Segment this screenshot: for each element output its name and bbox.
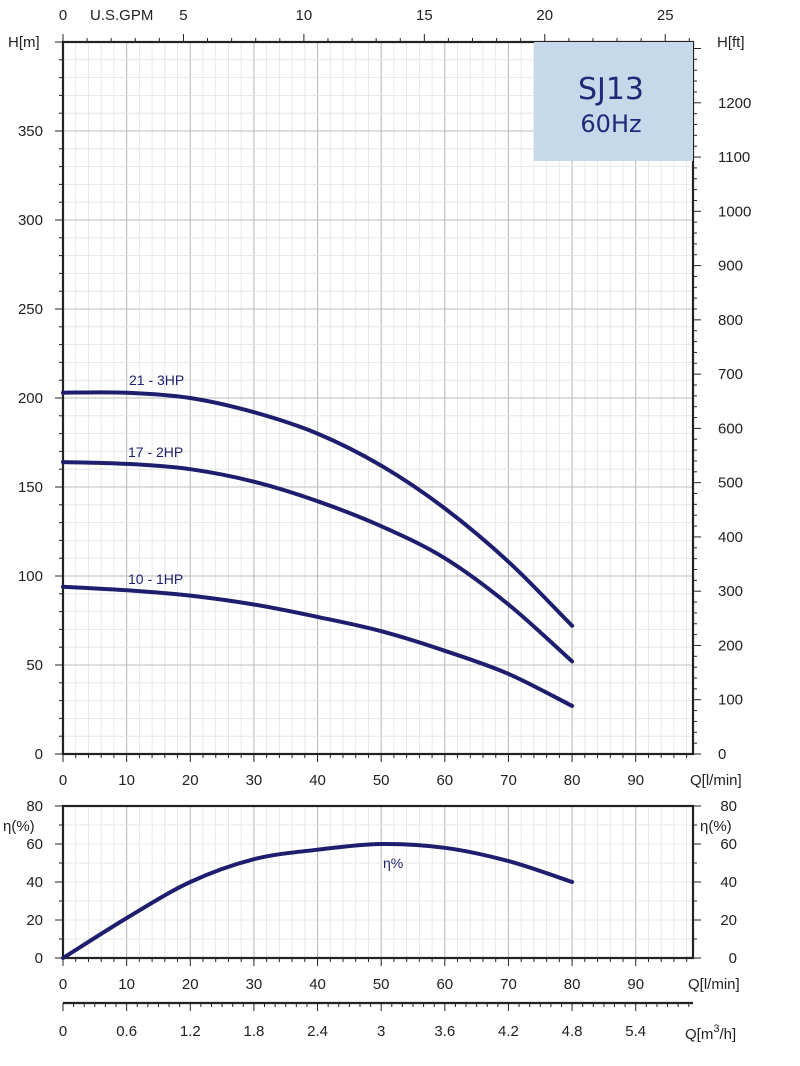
m3h-tick-label: 4.8 <box>562 1023 583 1040</box>
x-tick-label: 20 <box>182 772 199 789</box>
y-tick-label: 200 <box>18 390 43 407</box>
eff-x-tick-label: 80 <box>564 976 581 993</box>
y2-tick-label: 400 <box>718 529 743 546</box>
y2-tick-label: 300 <box>718 583 743 600</box>
y2-tick-label: 1100 <box>718 149 750 166</box>
y2-tick-label: 800 <box>718 312 743 329</box>
eff-x-tick-label: 30 <box>246 976 263 993</box>
x-axis-label: Q[l/min] <box>690 772 742 789</box>
y2-tick-label: 500 <box>718 475 743 492</box>
y2-tick-label: 0 <box>718 746 726 763</box>
gpm-tick-label: 0 <box>59 7 67 24</box>
gpm-tick-label: 15 <box>416 7 433 24</box>
eff-y2-tick-label: 40 <box>720 874 737 891</box>
m3h-tick-label: 2.4 <box>307 1023 328 1040</box>
x-tick-label: 70 <box>500 772 517 789</box>
y-tick-label: 50 <box>26 657 43 674</box>
y-tick-label: 300 <box>18 212 43 229</box>
eff-x-axis-label: Q[l/min] <box>688 976 740 993</box>
eff-y-tick-label: 80 <box>26 798 43 815</box>
m3h-axis-label: Q[m3/h] <box>685 1023 736 1043</box>
model-title-box <box>534 42 693 161</box>
x-tick-label: 40 <box>309 772 326 789</box>
x-tick-label: 0 <box>59 772 67 789</box>
eff-y2-tick-label: 80 <box>720 798 737 815</box>
eff-x-tick-label: 90 <box>627 976 644 993</box>
head-curve-3 <box>61 584 575 708</box>
y2-tick-label: 100 <box>718 692 743 709</box>
eff-x-tick-label: 50 <box>373 976 390 993</box>
y2-tick-label: 600 <box>718 420 743 437</box>
eff-x-tick-label: 40 <box>309 976 326 993</box>
eff-y-tick-label: 20 <box>26 912 43 929</box>
y-axis-label: H[m] <box>8 34 40 51</box>
m3h-tick-label: 1.8 <box>243 1023 264 1040</box>
gpm-tick-label: 10 <box>296 7 313 24</box>
y-tick-label: 100 <box>18 568 43 585</box>
y2-tick-label: 700 <box>718 366 743 383</box>
m3h-axis-label-tail: /h] <box>719 1026 736 1043</box>
y-tick-label: 350 <box>18 123 43 140</box>
efficiency-curve-label: η% <box>383 855 403 871</box>
gpm-tick-label: 20 <box>536 7 553 24</box>
y2-axis-label: H[ft] <box>717 34 745 51</box>
m3h-axis-label-main: Q[m <box>685 1026 713 1043</box>
x-tick-label: 10 <box>118 772 135 789</box>
eff-x-tick-label: 60 <box>436 976 453 993</box>
m3h-tick-label: 3.6 <box>434 1023 455 1040</box>
y2-tick-label: 900 <box>718 258 743 275</box>
head-curve-1 <box>61 390 575 628</box>
eff-y-axis-label: η(%) <box>3 818 35 835</box>
eff-y2-tick-label: 60 <box>720 836 737 853</box>
m3h-tick-label: 3 <box>377 1023 385 1040</box>
x-tick-label: 90 <box>627 772 644 789</box>
y2-tick-label: 1000 <box>718 203 751 220</box>
eff-y2-tick-label: 0 <box>729 950 737 967</box>
efficiency-curve <box>61 841 575 960</box>
frequency-label: 60Hz <box>580 110 641 138</box>
x-tick-label: 50 <box>373 772 390 789</box>
eff-y-tick-label: 0 <box>35 950 43 967</box>
eff-y-tick-label: 40 <box>26 874 43 891</box>
gpm-tick-label: 25 <box>657 7 674 24</box>
x-tick-label: 80 <box>564 772 581 789</box>
eff-y2-tick-label: 20 <box>720 912 737 929</box>
m3h-tick-label: 1.2 <box>180 1023 201 1040</box>
eff-x-tick-label: 0 <box>59 976 67 993</box>
y2-tick-label: 200 <box>718 637 743 654</box>
eff-y-tick-label: 60 <box>26 836 43 853</box>
m3h-tick-label: 0.6 <box>116 1023 137 1040</box>
m3h-tick-label: 0 <box>59 1023 67 1040</box>
y-tick-label: 150 <box>18 479 43 496</box>
eff-x-tick-label: 70 <box>500 976 517 993</box>
eff-x-tick-label: 10 <box>118 976 135 993</box>
eff-y2-axis-label: η(%) <box>700 818 732 835</box>
curve-label: 21 - 3HP <box>129 372 184 388</box>
model-title: SJ13 <box>578 72 644 107</box>
m3h-tick-label: 5.4 <box>625 1023 646 1040</box>
head-curve-2 <box>61 460 575 664</box>
y2-tick-label: 1200 <box>718 95 751 112</box>
curve-label: 10 - 1HP <box>128 571 183 587</box>
x-tick-label: 30 <box>246 772 263 789</box>
y-tick-label: 0 <box>35 746 43 763</box>
curve-label: 17 - 2HP <box>128 444 183 460</box>
eff-x-tick-label: 20 <box>182 976 199 993</box>
m3h-tick-label: 4.2 <box>498 1023 519 1040</box>
gpm-axis-label: U.S.GPM <box>90 7 153 24</box>
x-tick-label: 60 <box>436 772 453 789</box>
m3h-axis-label-sup: 3 <box>713 1023 719 1035</box>
gpm-tick-label: 5 <box>179 7 187 24</box>
y-tick-label: 250 <box>18 301 43 318</box>
